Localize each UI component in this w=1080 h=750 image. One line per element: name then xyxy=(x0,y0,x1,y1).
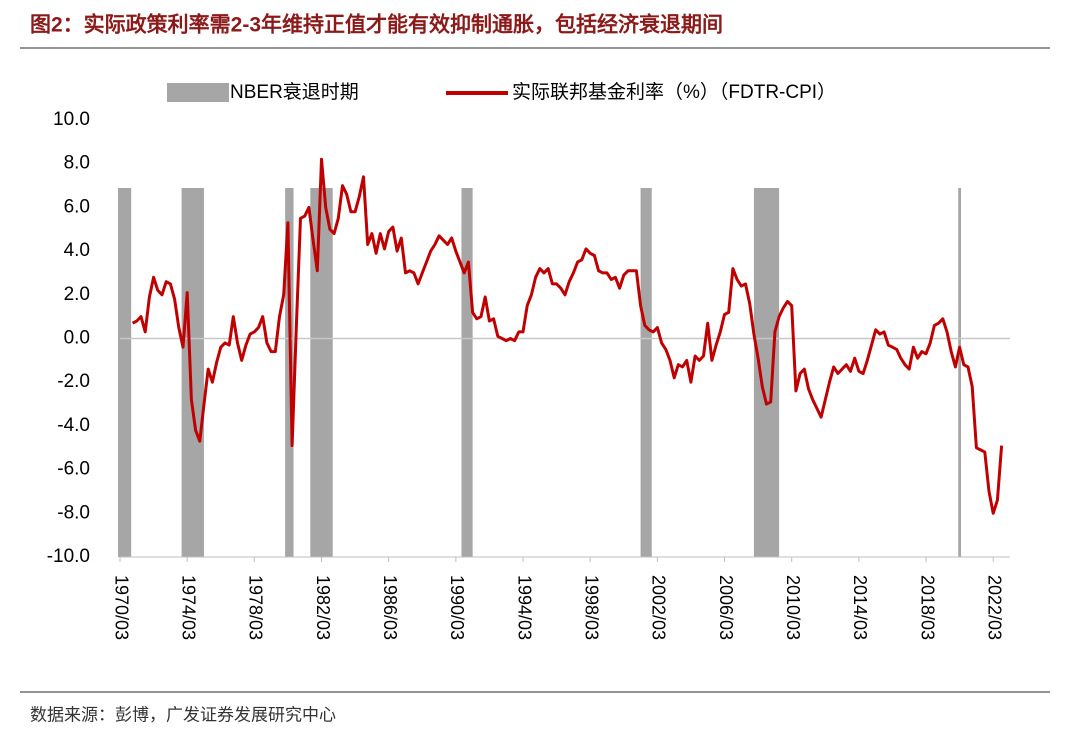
x-tick-label: 1982/03 xyxy=(313,575,333,640)
y-tick-label: -6.0 xyxy=(57,459,90,480)
y-tick-label: -2.0 xyxy=(57,371,90,392)
recession-band xyxy=(118,188,132,557)
recession-band xyxy=(753,188,780,557)
chart-title: 图2：实际政策利率需2-3年维持正值才能有效抑制通胀，包括经济衰退期间 xyxy=(30,13,723,37)
x-tick-label: 2022/03 xyxy=(984,575,1004,640)
x-tick-label: 1990/03 xyxy=(447,575,467,640)
x-tick-label: 1998/03 xyxy=(581,575,601,640)
recession-band xyxy=(181,188,204,557)
legend-label: NBER衰退时期 xyxy=(230,81,359,103)
x-tick-label: 2006/03 xyxy=(716,575,736,640)
legend-band-swatch xyxy=(167,83,229,102)
x-tick-label: 1978/03 xyxy=(246,575,266,640)
recession-band xyxy=(310,188,333,557)
recession-band xyxy=(461,188,473,557)
y-tick-label: -10.0 xyxy=(47,546,90,567)
recession-band xyxy=(640,188,652,557)
recession-band xyxy=(958,188,962,557)
legend-label: 实际联邦基金利率（%）（FDTR-CPI） xyxy=(512,81,836,103)
x-tick-label: 2002/03 xyxy=(649,575,669,640)
y-tick-label: -4.0 xyxy=(57,415,90,436)
y-tick-label: 10.0 xyxy=(53,109,90,130)
y-tick-label: 6.0 xyxy=(64,196,90,217)
x-tick-label: 2010/03 xyxy=(783,575,803,640)
source-note: 数据来源：彭博，广发证券发展研究中心 xyxy=(30,705,336,724)
x-tick-label: 1994/03 xyxy=(514,575,534,640)
x-tick-label: 1986/03 xyxy=(380,575,400,640)
x-tick-label: 1974/03 xyxy=(178,575,198,640)
x-tick-label: 1970/03 xyxy=(111,575,131,640)
y-tick-label: -8.0 xyxy=(57,502,90,523)
x-tick-label: 2018/03 xyxy=(917,575,937,640)
data-line xyxy=(131,157,1004,515)
x-tick-label: 2014/03 xyxy=(850,575,870,640)
y-tick-label: 0.0 xyxy=(64,328,90,349)
y-tick-label: 8.0 xyxy=(64,153,90,174)
y-tick-label: 2.0 xyxy=(64,284,90,305)
y-tick-label: 4.0 xyxy=(64,240,90,261)
